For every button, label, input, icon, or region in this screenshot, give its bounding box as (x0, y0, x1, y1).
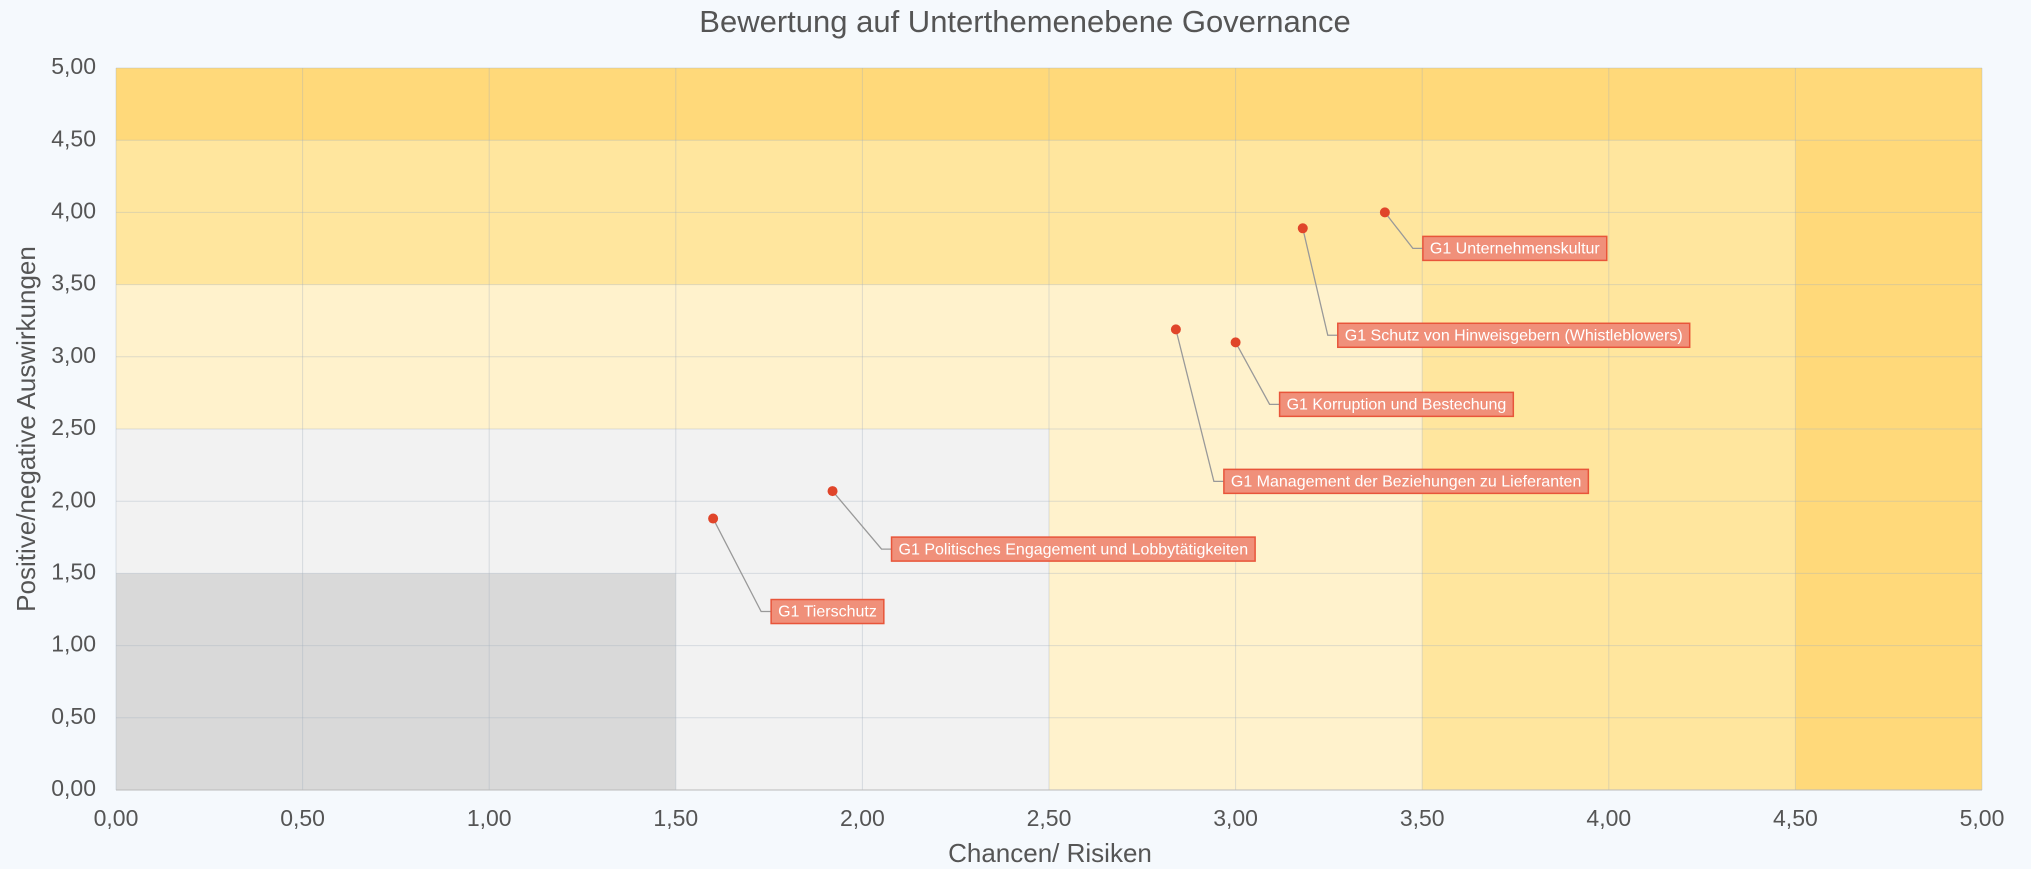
point-label: G1 Tierschutz (778, 604, 877, 621)
point (1230, 337, 1241, 348)
x-tick-label: 5,00 (1960, 805, 2005, 831)
x-tick-label: 0,50 (280, 805, 325, 831)
leader-line (832, 490, 892, 550)
x-tick-label: 4,50 (1773, 805, 1818, 831)
y-tick-label: 0,50 (51, 703, 96, 729)
y-tick-label: 1,50 (51, 558, 96, 584)
leader-line (1175, 329, 1224, 483)
label-box (770, 598, 885, 625)
point-label: G1 Unternehmenskultur (1430, 241, 1601, 258)
point (827, 486, 838, 497)
point (1170, 324, 1181, 335)
x-tick-label: 2,00 (840, 805, 885, 831)
leader-line (1235, 342, 1280, 406)
x-tick-label: 0,00 (94, 805, 139, 831)
leader-line (712, 518, 772, 613)
label-box (1422, 235, 1608, 262)
label-box (1278, 391, 1515, 418)
leader-line (1302, 228, 1338, 336)
x-tick-label: 4,00 (1586, 805, 1631, 831)
x-tick-label: 2,50 (1027, 805, 1072, 831)
y-tick-label: 4,50 (51, 125, 96, 151)
point (1379, 207, 1390, 218)
y-axis-title: Positive/negative Auswirkungen (11, 246, 41, 612)
point (1297, 223, 1308, 234)
point-label: G1 Schutz von Hinweisgebern (Whistleblow… (1345, 328, 1683, 345)
y-tick-label: 2,50 (51, 414, 96, 440)
label-box (890, 536, 1256, 562)
y-tick-label: 0,00 (51, 775, 96, 801)
point-label: G1 Korruption und Bestechung (1287, 397, 1507, 414)
chart-title: Bewertung auf Unterthemenebene Governanc… (699, 4, 1350, 39)
y-tick-label: 1,00 (51, 631, 96, 657)
y-tick-label: 3,00 (51, 342, 96, 368)
point-label: G1 Management der Beziehungen zu Liefera… (1231, 474, 1581, 491)
point (708, 513, 719, 524)
label-box (1223, 468, 1590, 495)
x-axis-title: Chancen/ Risiken (948, 838, 1152, 868)
leader-line (1384, 212, 1423, 250)
x-tick-label: 1,50 (653, 805, 698, 831)
y-tick-label: 5,00 (51, 53, 96, 79)
y-tick-label: 2,00 (51, 486, 96, 512)
point-label: G1 Politisches Engagement und Lobbytätig… (899, 541, 1249, 558)
y-tick-label: 4,00 (51, 197, 96, 223)
x-tick-label: 3,50 (1400, 805, 1445, 831)
x-tick-label: 1,00 (467, 805, 512, 831)
y-tick-label: 3,50 (51, 270, 96, 296)
zone (116, 573, 676, 790)
label-box (1337, 322, 1691, 349)
x-tick-label: 3,00 (1213, 805, 1258, 831)
zones (116, 68, 1982, 790)
